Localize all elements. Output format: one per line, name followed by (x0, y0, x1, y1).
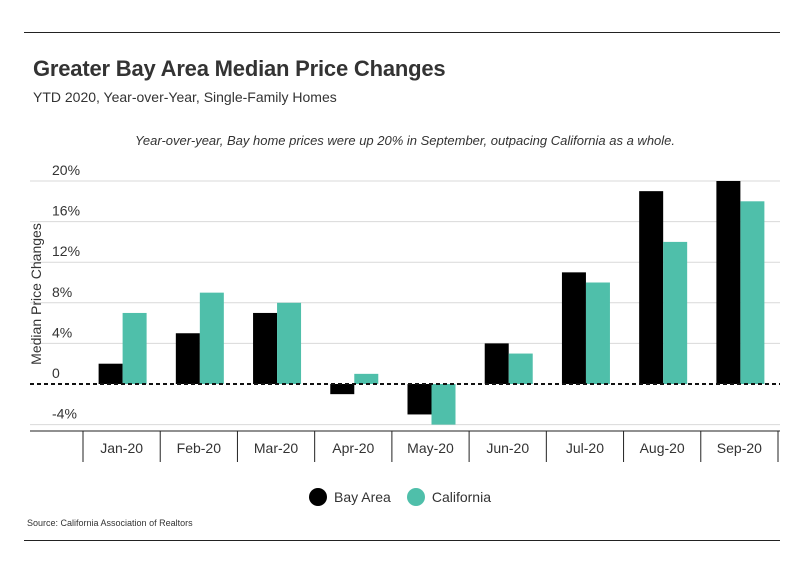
bar-bay-area (484, 343, 509, 384)
bar-california (663, 241, 688, 384)
x-tick-label: Jan-20 (100, 440, 143, 456)
y-tick-label: 12% (52, 243, 80, 259)
bar-bay-area (407, 384, 432, 415)
chart-title: Greater Bay Area Median Price Changes (33, 56, 446, 81)
x-tick-label: Mar-20 (254, 440, 299, 456)
legend-label-california: California (431, 489, 491, 505)
bar-california (199, 292, 224, 384)
bars (98, 181, 765, 425)
bar-bay-area (98, 363, 123, 384)
legend-swatch-california (406, 488, 425, 506)
bottom-rule (24, 540, 780, 541)
bar-bay-area (253, 312, 278, 384)
bar-bay-area (330, 384, 355, 395)
y-tick-label: 16% (52, 203, 80, 219)
legend-swatch-bay-area (309, 488, 328, 506)
bar-california (585, 282, 610, 384)
x-tick-label: Jul-20 (566, 440, 604, 456)
y-axis-title: Median Price Changes (28, 223, 44, 365)
bar-bay-area (175, 333, 200, 384)
chart-subtitle: YTD 2020, Year-over-Year, Single-Family … (33, 89, 337, 105)
bar-california (354, 373, 379, 384)
axis-labels: 20% 16% 12% 8% 4% 0 -4% Jan-20 Feb-20 Mar-20 Apr-2… (28, 162, 762, 456)
legend-label-bay-area: Bay Area (334, 489, 391, 505)
bar-california (431, 384, 456, 425)
y-tick-label: 4% (52, 324, 72, 340)
x-tick-label: Feb-20 (177, 440, 222, 456)
bar-bay-area (561, 272, 586, 384)
top-rule (24, 32, 780, 33)
bar-bay-area (716, 181, 741, 384)
axes (30, 383, 780, 462)
bar-california (277, 302, 302, 384)
bar-california (740, 201, 765, 384)
source-note: Source: California Association of Realto… (27, 518, 193, 528)
x-tick-label: Sep-20 (717, 440, 762, 456)
x-tick-label: Jun-20 (486, 440, 529, 456)
bar-california (122, 312, 147, 384)
x-tick-label: Aug-20 (640, 440, 685, 456)
chart-annotation: Year-over-year, Bay home prices were up … (134, 133, 676, 148)
x-tick-label: May-20 (407, 440, 454, 456)
bar-california (508, 353, 533, 384)
legend-item-california: California (406, 488, 491, 506)
legend-item-bay-area: Bay Area (309, 488, 391, 506)
bar-bay-area (639, 191, 664, 384)
x-tick-label: Apr-20 (332, 440, 374, 456)
y-tick-label: 20% (52, 162, 80, 178)
y-tick-label: 8% (52, 284, 72, 300)
y-tick-label: -4% (52, 406, 77, 422)
y-tick-label: 0 (52, 365, 60, 381)
bar-chart: 20% 16% 12% 8% 4% 0 -4% Jan-20 Feb-20 Mar-20 Apr-2… (28, 162, 780, 462)
legend: Bay Area California (0, 488, 800, 506)
